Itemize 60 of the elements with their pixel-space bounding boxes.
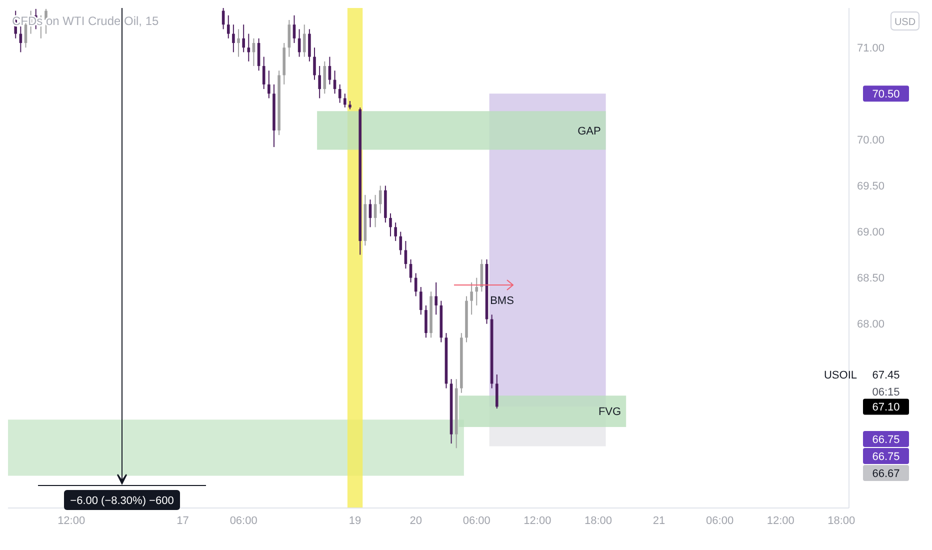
y-tick-label: 68.50 bbox=[857, 272, 885, 285]
candlestick bbox=[344, 93, 346, 108]
candlestick bbox=[262, 56, 266, 90]
candlestick bbox=[302, 24, 306, 58]
candlestick bbox=[368, 199, 372, 228]
candlestick bbox=[389, 212, 392, 237]
x-tick-label: 06:00 bbox=[230, 514, 258, 527]
candlestick bbox=[495, 374, 498, 410]
y-tick-label: 69.50 bbox=[857, 180, 885, 193]
annotation: USOIL bbox=[824, 370, 857, 382]
x-tick-label: 12:00 bbox=[766, 514, 794, 527]
candlestick bbox=[247, 33, 250, 62]
candlestick bbox=[374, 194, 377, 228]
candlestick bbox=[424, 304, 428, 338]
text: 66.67 bbox=[872, 468, 900, 480]
candlestick bbox=[308, 28, 311, 62]
candlestick bbox=[313, 47, 316, 80]
text: 66.75 bbox=[872, 451, 900, 463]
candlestick bbox=[475, 277, 478, 306]
band-label: GAP bbox=[578, 125, 601, 138]
candlestick bbox=[434, 282, 438, 316]
text: 67.10 bbox=[872, 402, 900, 414]
candlestick bbox=[470, 282, 473, 316]
x-tick-label: 20 bbox=[410, 514, 422, 527]
candlestick bbox=[226, 14, 230, 39]
candlestick bbox=[394, 222, 397, 242]
text: 67.45 bbox=[872, 370, 900, 382]
text: USD bbox=[894, 17, 916, 28]
x-tick-label: 19 bbox=[348, 514, 362, 527]
annotation: BMS bbox=[490, 295, 514, 307]
text: 66.75 bbox=[872, 434, 900, 446]
candlestick bbox=[378, 185, 382, 214]
candlestick bbox=[292, 14, 296, 44]
x-tick-label: 12:00 bbox=[524, 514, 552, 527]
candlestick bbox=[242, 24, 245, 53]
band-label: FVG bbox=[598, 406, 622, 418]
text: 06:15 bbox=[872, 386, 900, 398]
x-tick-label: 17 bbox=[176, 514, 189, 527]
y-tick-label: 71.00 bbox=[857, 42, 885, 54]
candlestick bbox=[323, 60, 326, 94]
candlestick bbox=[268, 70, 270, 99]
x-tick-label: 18:00 bbox=[584, 514, 612, 527]
candlestick bbox=[328, 56, 332, 85]
candlestick bbox=[237, 28, 240, 58]
y-tick-label: 70.00 bbox=[857, 134, 885, 147]
y-tick-label: 68.00 bbox=[857, 318, 885, 331]
x-tick-label: 12:00 bbox=[58, 514, 86, 527]
candlestick bbox=[420, 286, 422, 316]
y-tick-label: 69.00 bbox=[857, 226, 885, 239]
candlestick bbox=[404, 240, 408, 270]
x-tick-label: 21 bbox=[652, 514, 666, 527]
x-tick-label: 06:00 bbox=[706, 514, 734, 527]
x-tick-label: 06:00 bbox=[462, 514, 490, 527]
candlestick bbox=[399, 231, 402, 256]
candlestick bbox=[232, 24, 235, 53]
x-tick-label: 18:00 bbox=[828, 514, 856, 527]
text: 70.50 bbox=[872, 88, 900, 101]
annotation: −6.00 (−8.30%) −600 bbox=[70, 495, 174, 507]
candlestick bbox=[318, 66, 321, 99]
candlestick bbox=[409, 258, 412, 283]
